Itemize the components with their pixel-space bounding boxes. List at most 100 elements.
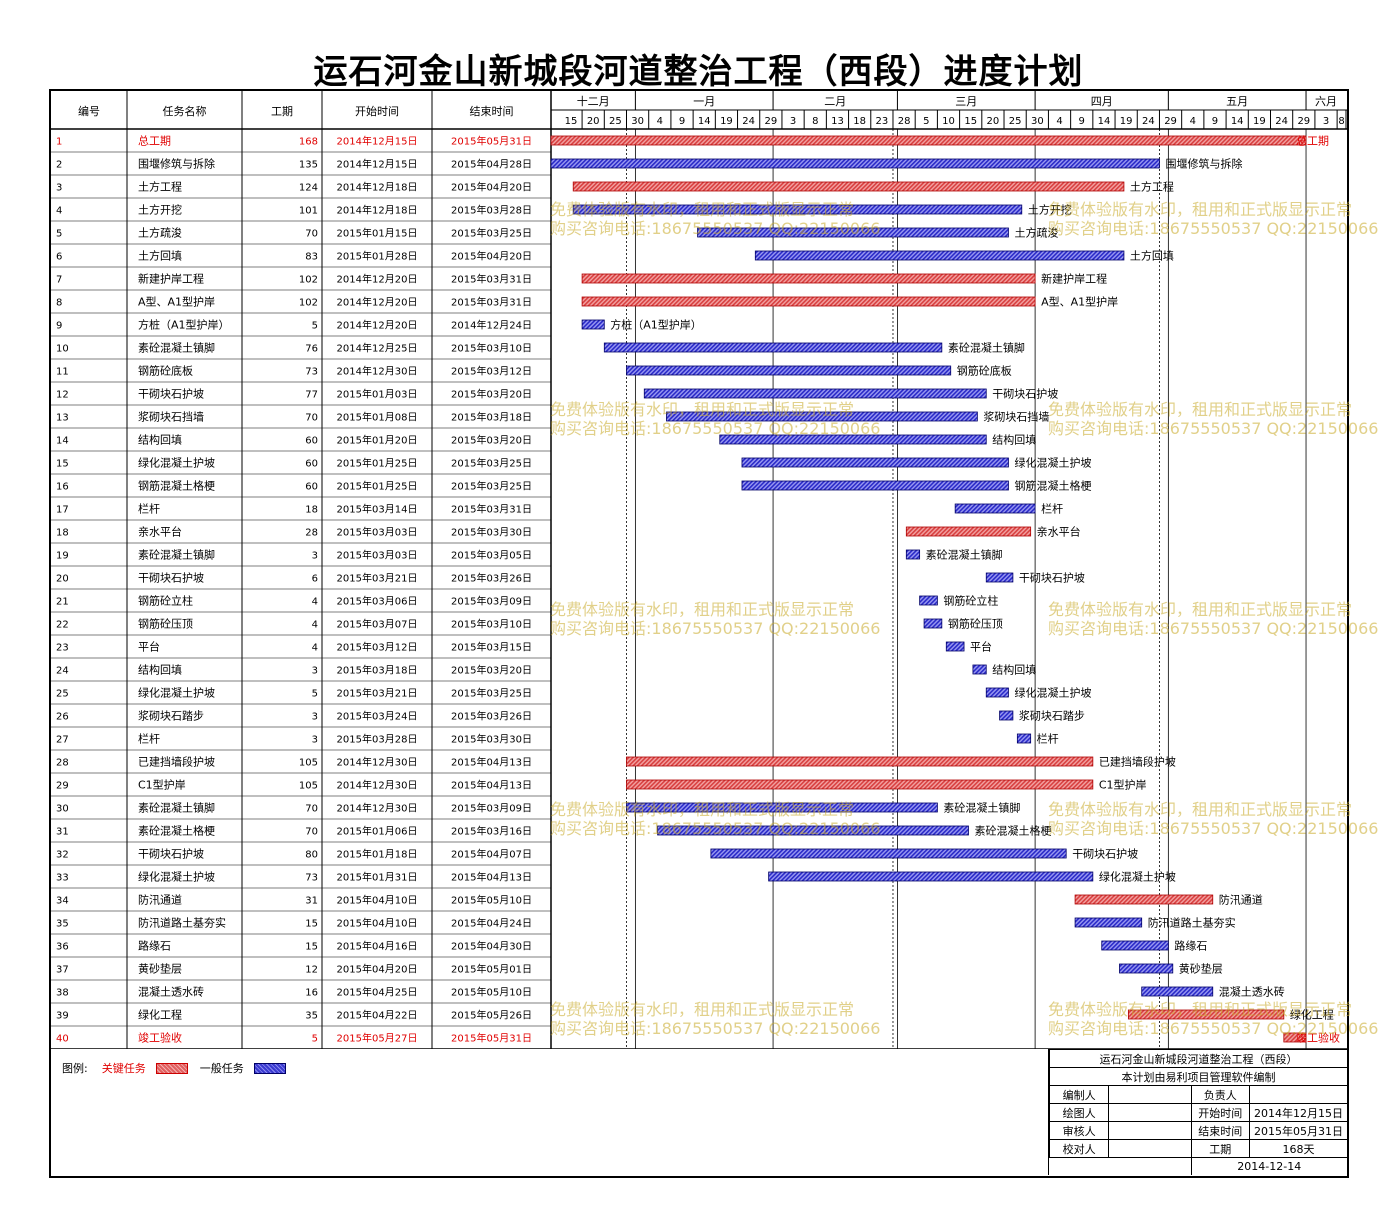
gantt-bar-label: 亲水平台 bbox=[1037, 525, 1081, 539]
task-start: 2015年04月16日 bbox=[337, 940, 418, 953]
task-duration: 70 bbox=[305, 413, 318, 424]
task-name: 栏杆 bbox=[138, 502, 160, 516]
gantt-bar-normal bbox=[919, 595, 938, 606]
task-duration: 4 bbox=[312, 597, 318, 608]
gantt-bar-label: 绿化工程 bbox=[1290, 1008, 1334, 1022]
task-end: 2015年03月31日 bbox=[451, 503, 532, 516]
info-reviewer-value bbox=[1108, 1121, 1192, 1140]
task-name: 防汛道路土基夯实 bbox=[138, 916, 226, 930]
day-tick-label: 14 bbox=[1231, 116, 1244, 127]
day-tick-label: 24 bbox=[1275, 116, 1288, 127]
task-id: 6 bbox=[56, 252, 62, 263]
day-tick-label: 10 bbox=[942, 116, 955, 127]
gantt-bar-critical bbox=[626, 756, 1094, 767]
task-start: 2015年03月21日 bbox=[337, 687, 418, 700]
gantt-bar-normal bbox=[923, 618, 943, 629]
month-label: 六月 bbox=[1315, 95, 1337, 108]
task-id: 35 bbox=[56, 919, 69, 930]
gantt-bar-critical bbox=[550, 135, 1307, 146]
task-end: 2015年04月30日 bbox=[451, 940, 532, 953]
task-duration: 3 bbox=[312, 666, 318, 677]
task-end: 2014年12月24日 bbox=[451, 319, 532, 332]
day-tick-label: 28 bbox=[898, 116, 911, 127]
task-id: 3 bbox=[56, 183, 62, 194]
task-name: 土方工程 bbox=[138, 180, 182, 194]
task-start: 2015年03月18日 bbox=[337, 664, 418, 677]
task-name: 素砼混凝土镇脚 bbox=[138, 341, 215, 355]
task-start: 2015年05月27日 bbox=[337, 1032, 418, 1045]
task-name: 混凝土透水砖 bbox=[138, 985, 204, 999]
gantt-bar-label: 干砌块石护坡 bbox=[992, 387, 1058, 401]
task-end: 2015年03月25日 bbox=[451, 687, 532, 700]
task-duration: 135 bbox=[299, 160, 318, 171]
task-duration: 18 bbox=[305, 505, 318, 516]
task-name: 钢筋砼压顶 bbox=[138, 617, 193, 631]
gantt-bar-label: 素砼混凝土镇脚 bbox=[926, 548, 1003, 562]
task-duration: 16 bbox=[305, 988, 318, 999]
task-end: 2015年05月01日 bbox=[451, 963, 532, 976]
task-duration: 3 bbox=[312, 712, 318, 723]
day-tick-label: 20 bbox=[987, 116, 1000, 127]
task-end: 2015年03月15日 bbox=[451, 641, 532, 654]
task-start: 2015年01月06日 bbox=[337, 825, 418, 838]
task-end: 2015年03月20日 bbox=[451, 388, 532, 401]
task-duration: 73 bbox=[305, 873, 318, 884]
task-id: 17 bbox=[56, 505, 69, 516]
gantt-bar-label: 土方疏浚 bbox=[1014, 226, 1058, 240]
gantt-bar-normal bbox=[1016, 733, 1032, 744]
task-start: 2014年12月20日 bbox=[337, 319, 418, 332]
task-id: 29 bbox=[56, 781, 69, 792]
task-name: 浆砌块石挡墙 bbox=[138, 410, 204, 424]
day-tick-label: 4 bbox=[657, 116, 663, 127]
gantt-bar-label: 土方回填 bbox=[1130, 249, 1174, 263]
task-duration: 28 bbox=[305, 528, 318, 539]
task-name: 浆砌块石踏步 bbox=[138, 709, 204, 723]
gantt-bar-normal bbox=[1141, 986, 1214, 997]
task-end: 2015年04月13日 bbox=[451, 756, 532, 769]
task-end: 2015年03月26日 bbox=[451, 572, 532, 585]
task-start: 2015年01月15日 bbox=[337, 227, 418, 240]
task-end: 2015年05月10日 bbox=[451, 894, 532, 907]
gantt-frame: 编号 任务名称 工期 开始时间 结束时间 十二月 一月 二月 三月 四月 五月 六月 15 20 25 30 4… bbox=[49, 89, 1349, 1178]
task-start: 2015年01月25日 bbox=[337, 457, 418, 470]
gantt-bar-label: 栏杆 bbox=[1037, 732, 1059, 746]
task-id: 25 bbox=[56, 689, 69, 700]
legend-critical-label: 关键任务 bbox=[101, 1062, 146, 1075]
task-start: 2014年12月18日 bbox=[337, 181, 418, 194]
task-duration: 70 bbox=[305, 229, 318, 240]
task-id: 21 bbox=[56, 597, 69, 608]
task-end: 2015年03月16日 bbox=[451, 825, 532, 838]
task-end: 2015年04月13日 bbox=[451, 779, 532, 792]
gantt-bar-label: 钢筋砼立柱 bbox=[943, 594, 998, 608]
day-tick-label: 4 bbox=[1056, 116, 1062, 127]
task-duration: 6 bbox=[312, 574, 318, 585]
task-name: 绿化混凝土护坡 bbox=[138, 456, 215, 470]
task-end: 2015年04月13日 bbox=[451, 871, 532, 884]
page-title: 运石河金山新城段河道整治工程（西段）进度计划 bbox=[313, 52, 1084, 92]
task-id: 34 bbox=[56, 896, 69, 907]
task-duration: 76 bbox=[305, 344, 318, 355]
task-start: 2014年12月25日 bbox=[337, 342, 418, 355]
task-duration: 12 bbox=[305, 965, 318, 976]
task-end: 2015年03月30日 bbox=[451, 733, 532, 746]
task-id: 18 bbox=[56, 528, 69, 539]
task-start: 2014年12月20日 bbox=[337, 273, 418, 286]
task-duration: 60 bbox=[305, 482, 318, 493]
day-tick-label: 14 bbox=[698, 116, 711, 127]
gantt-bar-normal bbox=[550, 158, 1160, 169]
task-name: 防汛通道 bbox=[138, 893, 182, 907]
task-start: 2014年12月30日 bbox=[337, 756, 418, 769]
gantt-bar-normal bbox=[741, 457, 1009, 468]
task-id: 2 bbox=[56, 160, 62, 171]
gantt-bar-normal bbox=[581, 319, 605, 330]
legend: 图例: 关键任务 一般任务 bbox=[62, 1060, 298, 1076]
gantt-bar-label: 总工期 bbox=[1296, 134, 1329, 148]
gantt-bar-label: A型、A1型护岸 bbox=[1041, 295, 1118, 309]
task-id: 27 bbox=[56, 735, 69, 746]
task-duration: 35 bbox=[305, 1011, 318, 1022]
task-end: 2015年03月09日 bbox=[451, 802, 532, 815]
info-start-value: 2014年12月15日 bbox=[1249, 1103, 1348, 1122]
task-duration: 31 bbox=[305, 896, 318, 907]
day-tick-label: 9 bbox=[1079, 116, 1085, 127]
task-start: 2014年12月20日 bbox=[337, 296, 418, 309]
